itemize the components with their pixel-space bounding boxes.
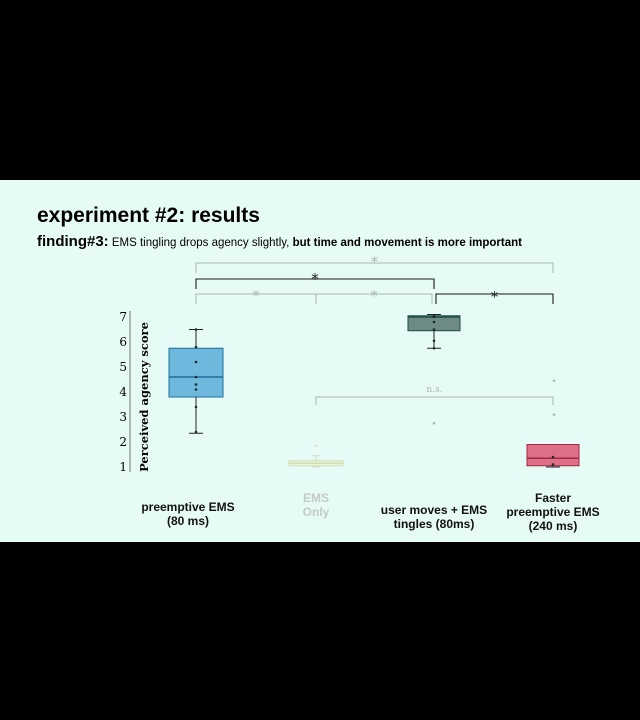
finding-line: finding#3: EMS tingling drops agency sli… xyxy=(37,233,522,250)
data-point xyxy=(432,314,436,318)
outlier-point xyxy=(432,421,436,425)
significance-bracket: * xyxy=(315,287,433,305)
box-1 xyxy=(168,328,224,434)
box-3 xyxy=(407,314,461,425)
significance-bracket: * xyxy=(195,287,317,305)
category-label-line: user moves + EMS xyxy=(381,503,487,517)
category-label-line: preemptive EMS xyxy=(141,500,234,514)
y-axis-label: Perceived agency score xyxy=(137,322,151,472)
y-tick-label: 6 xyxy=(119,335,127,349)
data-point xyxy=(432,339,436,343)
category-label-line: EMS xyxy=(303,491,329,505)
box-4 xyxy=(526,379,580,468)
significance-label: * xyxy=(370,287,378,305)
bracket-line xyxy=(315,293,433,304)
significance-label: * xyxy=(252,287,260,305)
outlier-point xyxy=(552,413,556,416)
data-point xyxy=(551,455,555,459)
significance-bracket: * xyxy=(195,253,554,273)
category-label-1: preemptive EMS (80 ms) xyxy=(141,500,234,528)
data-point xyxy=(194,405,198,409)
finding-text: EMS tingling drops agency slightly, xyxy=(111,237,290,249)
data-point xyxy=(194,345,198,349)
y-tick-label: 1 xyxy=(119,460,127,474)
significance-label: * xyxy=(311,270,319,288)
category-label-line: (80 ms) xyxy=(167,514,209,528)
box-iqr xyxy=(526,444,580,467)
data-point xyxy=(194,383,198,386)
data-point xyxy=(432,346,436,350)
finding-label: finding#3: xyxy=(37,233,109,250)
bracket-line xyxy=(315,396,554,405)
data-point xyxy=(432,320,436,324)
significance-label: * xyxy=(491,288,499,306)
significance-bracket: n.s. xyxy=(315,385,554,405)
category-label-line: (240 ms) xyxy=(529,519,578,533)
data-point xyxy=(194,375,198,379)
category-label-line: Faster xyxy=(535,491,571,505)
y-tick-label: 3 xyxy=(119,410,127,424)
outlier-point xyxy=(314,444,318,448)
significance-bracket: * xyxy=(195,270,435,289)
category-label-4: Faster preemptive EMS (240 ms) xyxy=(506,491,599,533)
significance-label: n.s. xyxy=(426,385,442,395)
data-point xyxy=(194,430,198,434)
box-2 xyxy=(288,444,344,468)
data-point xyxy=(194,360,198,364)
finding-emphasis: but time and movement is more important xyxy=(292,237,522,249)
category-label-line: tingles (80ms) xyxy=(394,517,475,531)
y-tick-label: 5 xyxy=(119,360,127,374)
significance-bracket: * xyxy=(435,288,554,306)
significance-label: * xyxy=(371,253,379,271)
data-point xyxy=(194,328,198,331)
category-label-3: user moves + EMS tingles (80ms) xyxy=(381,503,487,531)
data-point xyxy=(432,328,436,331)
slide: experiment #2: results finding#3: EMS ti… xyxy=(0,180,640,542)
slide-title: experiment #2: results xyxy=(37,204,260,227)
y-tick-label: 2 xyxy=(119,435,127,449)
box-plot-chart: Perceived agency score 1 2 3 4 5 6 7 * * * * * n.s. pr… xyxy=(119,253,599,533)
data-point xyxy=(551,463,555,466)
outlier-point xyxy=(552,379,556,383)
category-label-2: EMS Only xyxy=(303,491,330,519)
y-tick-label: 7 xyxy=(119,310,127,324)
category-label-line: Only xyxy=(303,505,330,519)
data-point xyxy=(194,388,198,391)
category-label-line: preemptive EMS xyxy=(506,505,599,519)
bracket-line xyxy=(195,262,554,273)
y-tick-label: 4 xyxy=(119,385,127,399)
bracket-line xyxy=(435,293,554,304)
bracket-line xyxy=(195,278,435,289)
